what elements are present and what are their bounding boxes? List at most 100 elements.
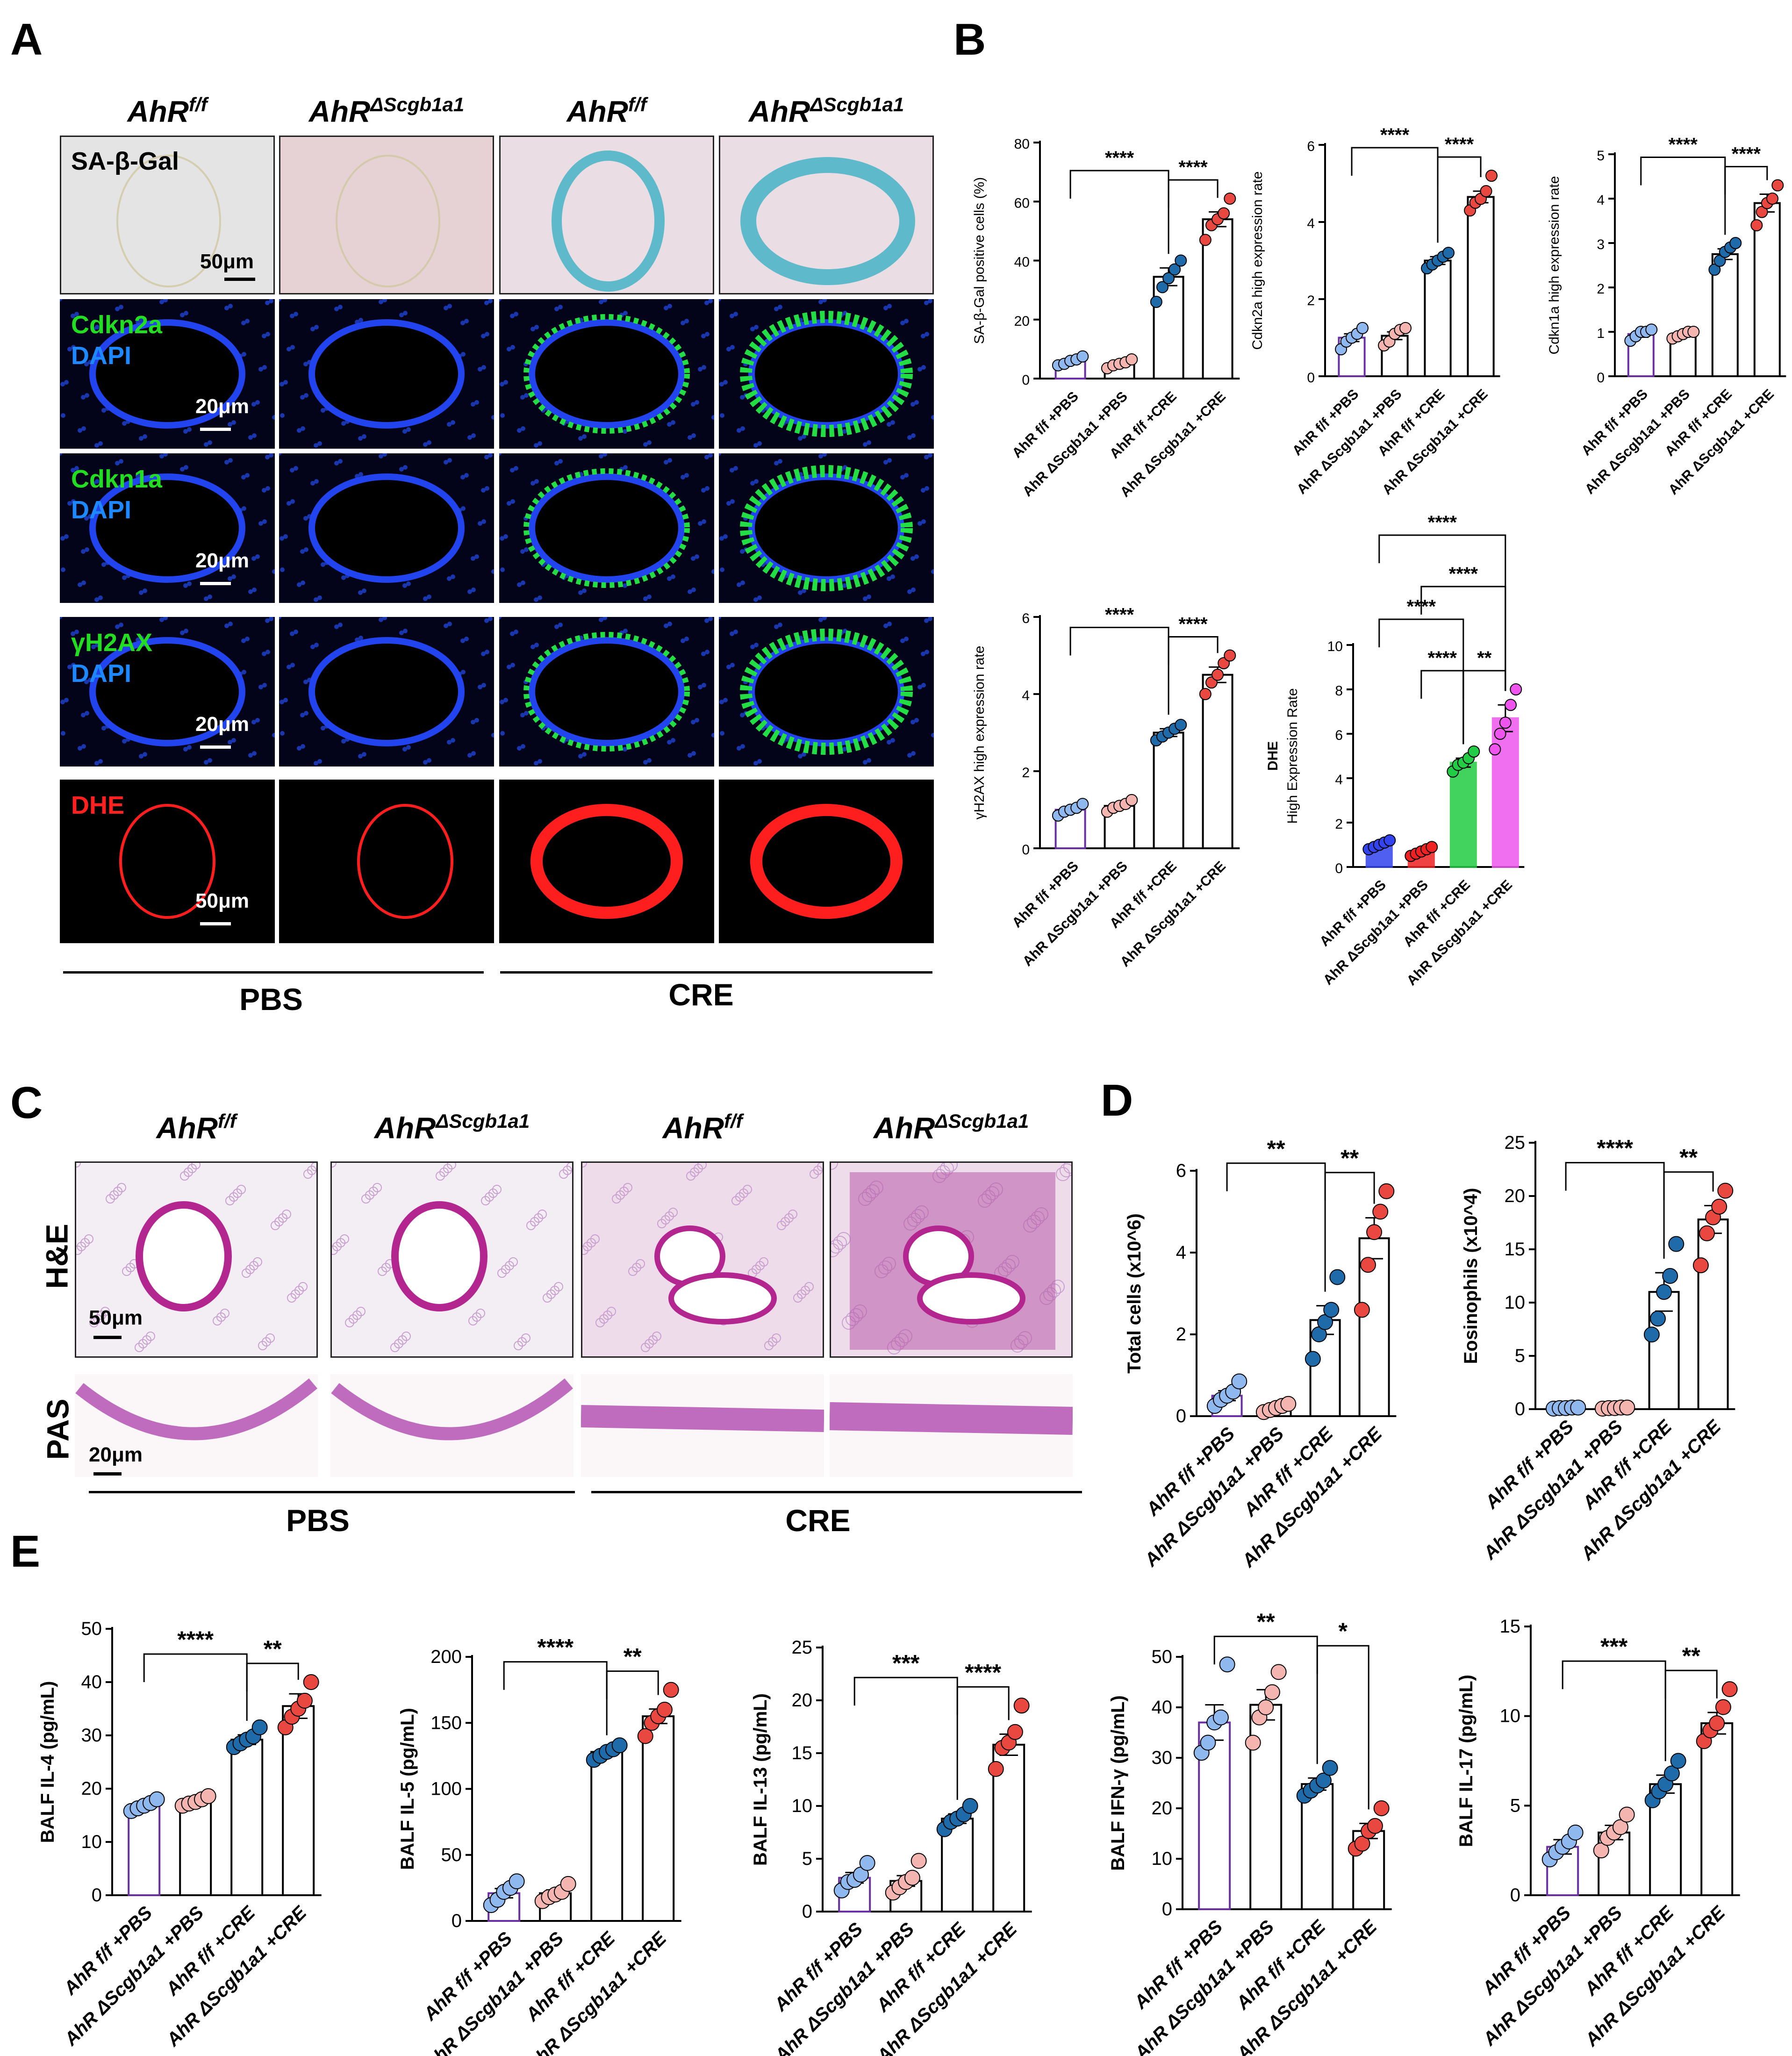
data-point bbox=[1624, 335, 1637, 347]
x-tick-label: AhR ΔScgb1a1 +CRE bbox=[522, 1927, 671, 2056]
data-point bbox=[1405, 850, 1417, 862]
data-point bbox=[1421, 262, 1434, 274]
significance-label: **** bbox=[1178, 157, 1208, 178]
data-point bbox=[1570, 1399, 1586, 1416]
header-base: AhR bbox=[748, 94, 810, 129]
data-point bbox=[1199, 688, 1211, 700]
data-point bbox=[1499, 716, 1512, 729]
data-point bbox=[1649, 1311, 1666, 1327]
data-point bbox=[1692, 1257, 1709, 1274]
data-point bbox=[833, 1882, 850, 1898]
significance-label: ** bbox=[1682, 1643, 1700, 1669]
data-point bbox=[1175, 254, 1187, 267]
data-point bbox=[1594, 1400, 1611, 1417]
significance-label: **** bbox=[1105, 148, 1134, 168]
row-marker-label: γH2AX bbox=[71, 629, 153, 657]
data-point bbox=[483, 1897, 499, 1913]
data-point bbox=[1719, 246, 1731, 258]
data-point bbox=[1561, 1834, 1577, 1849]
header-base: AhR bbox=[308, 94, 371, 129]
significance-bracket bbox=[956, 1686, 1010, 1720]
chart-b5: 0 2 4 6 8 10 High Expression Rate DHE AhR f/f +P… bbox=[1265, 512, 1525, 989]
significance-bracket bbox=[1378, 534, 1506, 691]
x-tick-label: AhR ΔScgb1a1 +PBS bbox=[1479, 1902, 1627, 2050]
data-point bbox=[1224, 649, 1236, 662]
data-point bbox=[509, 1873, 525, 1890]
data-point bbox=[1389, 328, 1401, 340]
y-tick-label: 0 bbox=[1335, 861, 1343, 876]
x-tick-label: AhR f/f +CRE bbox=[162, 1902, 260, 2000]
he-micrograph-c4 bbox=[830, 1161, 1073, 1358]
y-axis-label: Cdkn2a high expression rate bbox=[1250, 172, 1265, 350]
significance-label: * bbox=[1338, 1618, 1348, 1644]
micrograph-art bbox=[499, 453, 714, 603]
data-point bbox=[1280, 1396, 1297, 1412]
data-point bbox=[1663, 1765, 1680, 1782]
data-point bbox=[1076, 798, 1089, 810]
bar-2 bbox=[1260, 1407, 1292, 1417]
data-point bbox=[853, 1866, 869, 1883]
pas-art bbox=[75, 1374, 318, 1477]
x-tick-label: AhR ΔScgb1a1 +PBS bbox=[771, 1919, 918, 2056]
data-point bbox=[1076, 350, 1089, 363]
x-tick-label: AhR f/f +CRE bbox=[872, 1918, 970, 2016]
x-tick-label: AhR f/f +CRE bbox=[1107, 389, 1180, 462]
data-point bbox=[1761, 197, 1773, 209]
micrograph-art bbox=[61, 137, 273, 293]
data-point bbox=[1662, 1268, 1678, 1284]
data-point bbox=[1668, 1236, 1684, 1252]
data-point bbox=[1219, 1656, 1235, 1673]
data-point bbox=[1651, 1783, 1667, 1799]
data-point bbox=[1721, 1681, 1738, 1698]
y-tick-label: 4 bbox=[1597, 193, 1605, 208]
significance-bracket bbox=[853, 1676, 958, 1800]
data-point bbox=[1052, 809, 1064, 822]
x-tick-label: AhR f/f +PBS bbox=[419, 1928, 516, 2025]
significance-bracket bbox=[1420, 586, 1506, 691]
data-point bbox=[1231, 1373, 1247, 1390]
data-point bbox=[1729, 237, 1742, 249]
group-label-pbs: PBS bbox=[239, 982, 303, 1017]
micrograph-r1-c3 bbox=[499, 136, 714, 294]
data-point bbox=[1717, 1182, 1734, 1199]
y-tick-label: 4 bbox=[1176, 1242, 1186, 1263]
x-tick-label: AhR f/f +CRE bbox=[522, 1927, 620, 2026]
panel-label-e: E bbox=[10, 1526, 41, 1576]
row-label-3: Cdkn1a DAPI bbox=[71, 464, 162, 525]
data-point bbox=[637, 1728, 653, 1744]
data-point bbox=[1262, 1402, 1278, 1418]
data-point bbox=[1724, 241, 1737, 254]
y-tick-label: 15 bbox=[1505, 1239, 1526, 1260]
data-point bbox=[194, 1791, 210, 1807]
chart-b4: 0 2 4 6 γH2AX high expression rate AhR f/f +P… bbox=[972, 605, 1240, 970]
data-point bbox=[592, 1748, 609, 1764]
significance-label: **** bbox=[1428, 648, 1457, 668]
data-point bbox=[1064, 803, 1077, 816]
x-tick-label: AhR ΔScgb1a1 +PBS bbox=[60, 1902, 208, 2050]
data-point bbox=[611, 1737, 628, 1754]
micrograph-r4-c1 bbox=[60, 617, 275, 767]
y-tick-label: 2 bbox=[1022, 765, 1030, 781]
bar-4 bbox=[1753, 202, 1781, 377]
micrograph-r3-c3 bbox=[499, 453, 714, 603]
y-tick-label: 2 bbox=[1176, 1324, 1186, 1345]
y-tick-label: 60 bbox=[1014, 195, 1030, 211]
data-point bbox=[174, 1798, 191, 1814]
scale-bar-row-1 bbox=[224, 278, 255, 281]
y-tick-label: 1 bbox=[1597, 326, 1605, 341]
micrograph-art bbox=[60, 617, 275, 767]
data-point bbox=[1360, 1257, 1376, 1273]
data-point bbox=[1150, 734, 1162, 746]
data-point bbox=[1545, 1400, 1562, 1417]
data-point bbox=[1766, 193, 1779, 205]
y-tick-label: 15 bbox=[1500, 1616, 1521, 1637]
data-point bbox=[1666, 332, 1679, 345]
bar-3 bbox=[590, 1751, 624, 1922]
data-point bbox=[1193, 1745, 1210, 1761]
data-point bbox=[496, 1884, 512, 1900]
y-tick-label: 4 bbox=[1022, 688, 1030, 703]
y-tick-label: 40 bbox=[1014, 255, 1030, 270]
scale-label-row-2: 20μm bbox=[195, 395, 249, 418]
y-tick-label: 2 bbox=[1335, 817, 1343, 832]
y-tick-label: 10 bbox=[1500, 1706, 1521, 1726]
